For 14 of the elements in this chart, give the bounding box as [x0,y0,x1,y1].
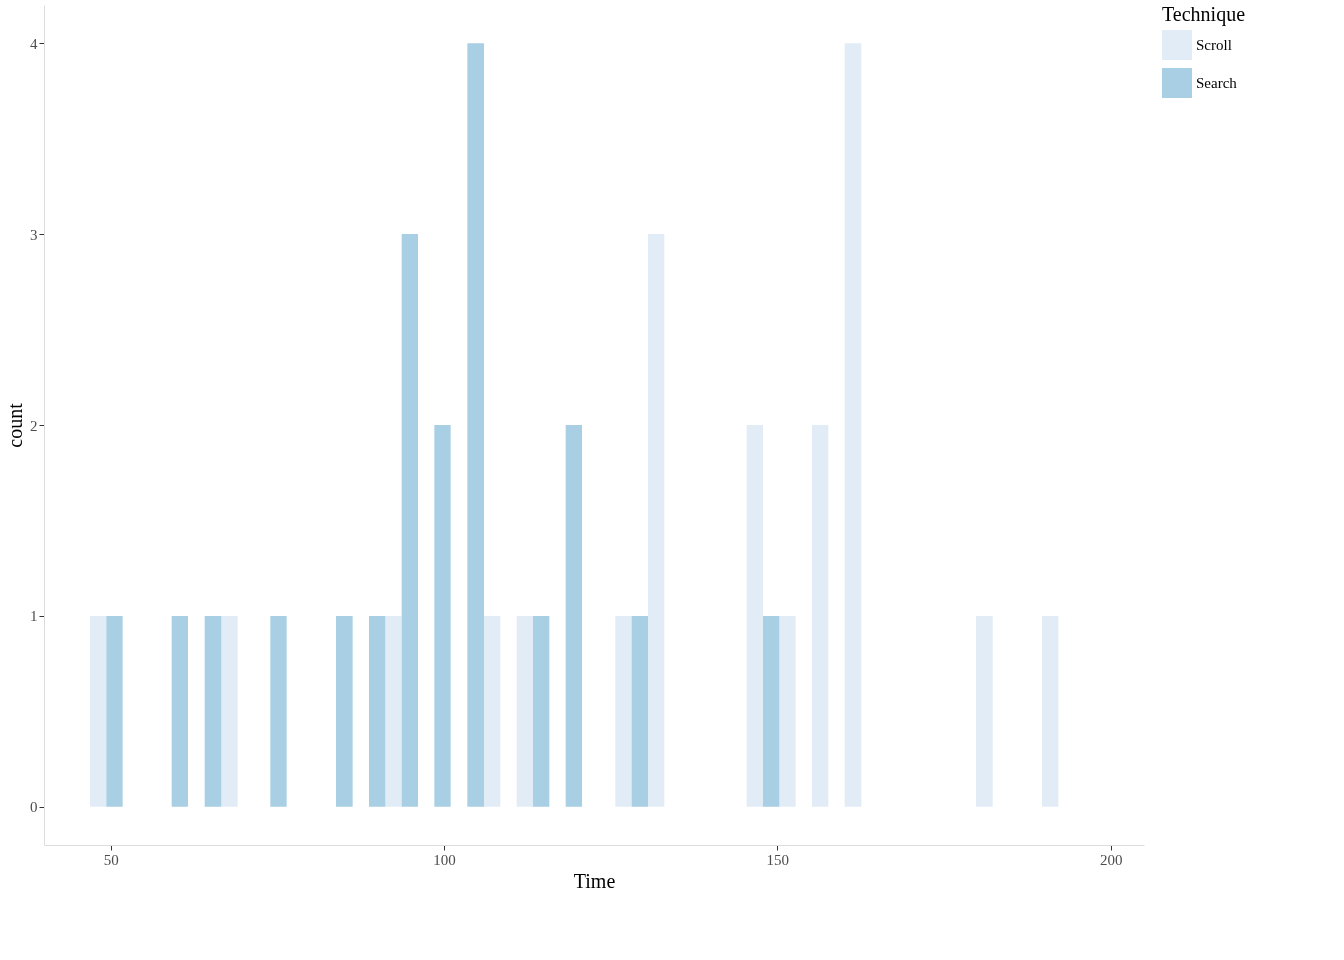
y-tick-label: 0 [30,799,38,816]
y-tick-label: 4 [30,35,38,52]
x-axis-title: Time [573,869,616,892]
x-tick-label: 150 [766,851,790,868]
y-tick-label: 3 [30,226,38,243]
x-tick-label: 200 [1099,851,1123,868]
x-tick-label: 50 [103,851,119,868]
y-tick-label: 2 [30,417,38,434]
y-tick-label: 1 [30,608,38,625]
y-axis-title: count [4,402,26,448]
legend-label: Scroll [1196,37,1232,53]
legend-label: Search [1196,75,1238,91]
legend-title: Technique [1162,3,1246,26]
x-tick-label: 100 [433,851,456,868]
